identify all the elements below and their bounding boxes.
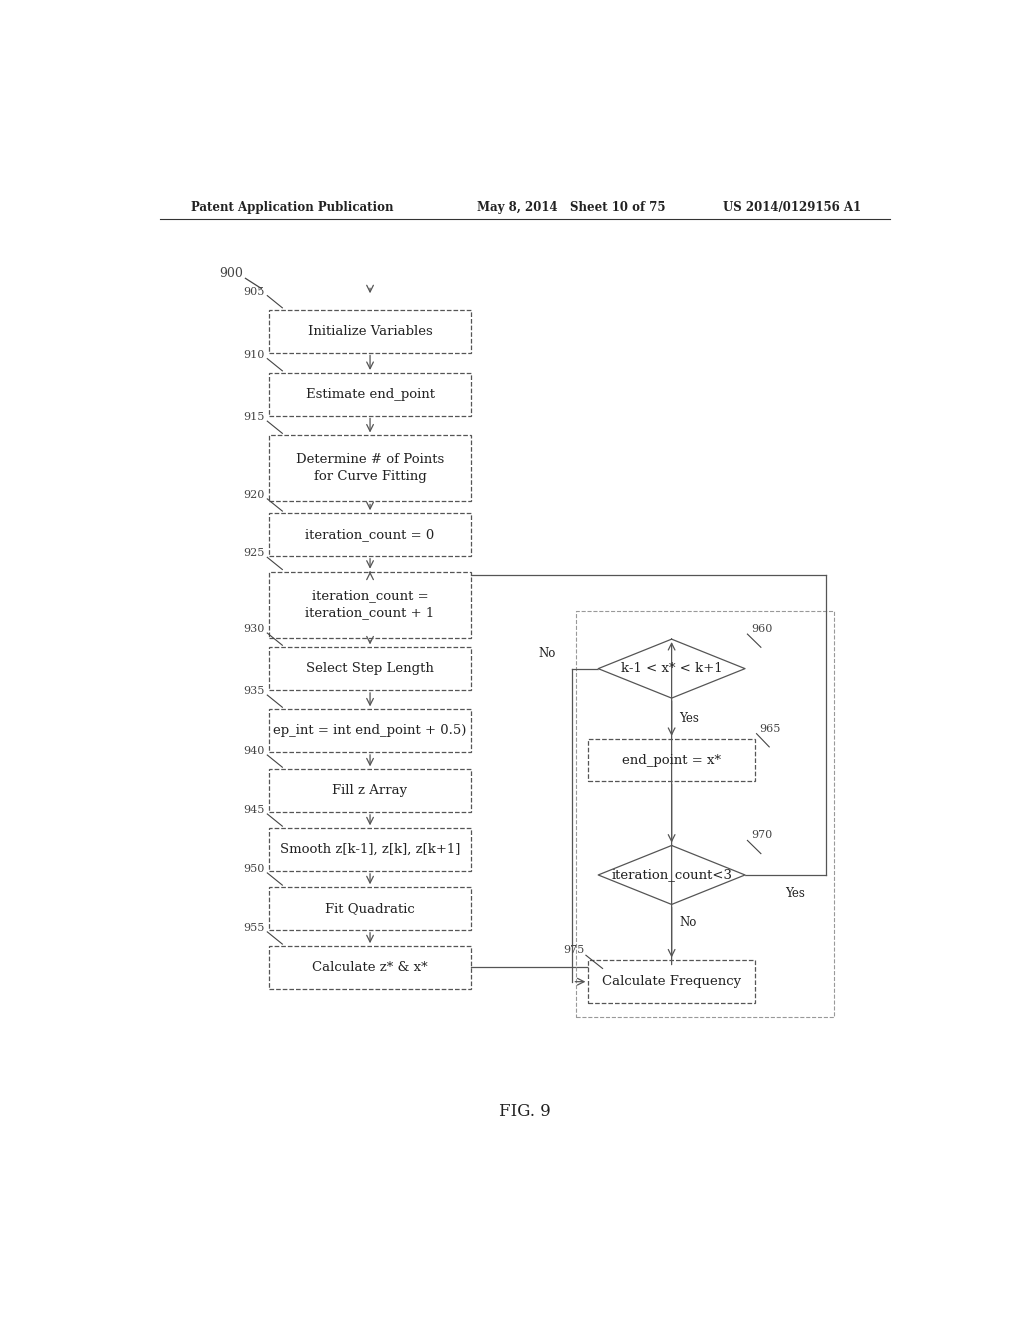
Bar: [269, 770, 471, 812]
Text: No: No: [538, 647, 555, 660]
Text: 965: 965: [759, 723, 780, 734]
Text: 930: 930: [244, 624, 265, 634]
Text: 910: 910: [244, 350, 265, 359]
Bar: [269, 828, 471, 871]
Bar: [269, 887, 471, 929]
Text: May 8, 2014   Sheet 10 of 75: May 8, 2014 Sheet 10 of 75: [477, 201, 666, 214]
Text: 955: 955: [244, 923, 265, 933]
Text: 975: 975: [563, 945, 585, 956]
Text: 970: 970: [752, 830, 773, 841]
Text: Fill z Array: Fill z Array: [333, 784, 408, 797]
Bar: [588, 739, 755, 781]
Polygon shape: [598, 639, 745, 698]
Text: 960: 960: [752, 624, 773, 634]
Bar: [577, 611, 835, 1018]
Text: 935: 935: [244, 686, 265, 696]
Text: Smooth z[k-1], z[k], z[k+1]: Smooth z[k-1], z[k], z[k+1]: [280, 843, 460, 857]
Bar: [269, 436, 471, 502]
Text: iteration_count =
iteration_count + 1: iteration_count = iteration_count + 1: [305, 590, 434, 619]
Text: 945: 945: [244, 805, 265, 814]
Text: ep_int = int end_point + 0.5): ep_int = int end_point + 0.5): [273, 725, 467, 737]
Text: Yes: Yes: [680, 711, 699, 725]
Text: iteration_count = 0: iteration_count = 0: [305, 528, 434, 541]
Bar: [269, 310, 471, 352]
Polygon shape: [598, 846, 745, 904]
Text: 915: 915: [244, 412, 265, 422]
Text: Fit Quadratic: Fit Quadratic: [326, 902, 415, 915]
Text: No: No: [680, 916, 697, 929]
Text: Calculate z* & x*: Calculate z* & x*: [312, 961, 428, 974]
Bar: [269, 572, 471, 638]
Text: 950: 950: [244, 863, 265, 874]
Bar: [269, 709, 471, 752]
Text: iteration_count<3: iteration_count<3: [611, 869, 732, 882]
Text: Estimate end_point: Estimate end_point: [305, 388, 434, 401]
Bar: [588, 961, 755, 1003]
Bar: [269, 647, 471, 690]
Text: US 2014/0129156 A1: US 2014/0129156 A1: [723, 201, 861, 214]
Text: 940: 940: [244, 746, 265, 756]
Text: Initialize Variables: Initialize Variables: [307, 325, 432, 338]
Text: Select Step Length: Select Step Length: [306, 663, 434, 675]
Text: k-1 < x* < k+1: k-1 < x* < k+1: [621, 663, 722, 675]
Bar: [269, 513, 471, 556]
Text: Yes: Yes: [784, 887, 805, 900]
Text: end_point = x*: end_point = x*: [623, 754, 721, 767]
Text: 925: 925: [244, 548, 265, 558]
Text: Calculate Frequency: Calculate Frequency: [602, 975, 741, 989]
Bar: [269, 372, 471, 416]
Text: Determine # of Points
for Curve Fitting: Determine # of Points for Curve Fitting: [296, 453, 444, 483]
Text: FIG. 9: FIG. 9: [499, 1104, 551, 1121]
Text: 905: 905: [244, 286, 265, 297]
Text: 920: 920: [244, 490, 265, 500]
Text: 900: 900: [219, 267, 243, 280]
Text: Patent Application Publication: Patent Application Publication: [191, 201, 394, 214]
Bar: [269, 946, 471, 989]
